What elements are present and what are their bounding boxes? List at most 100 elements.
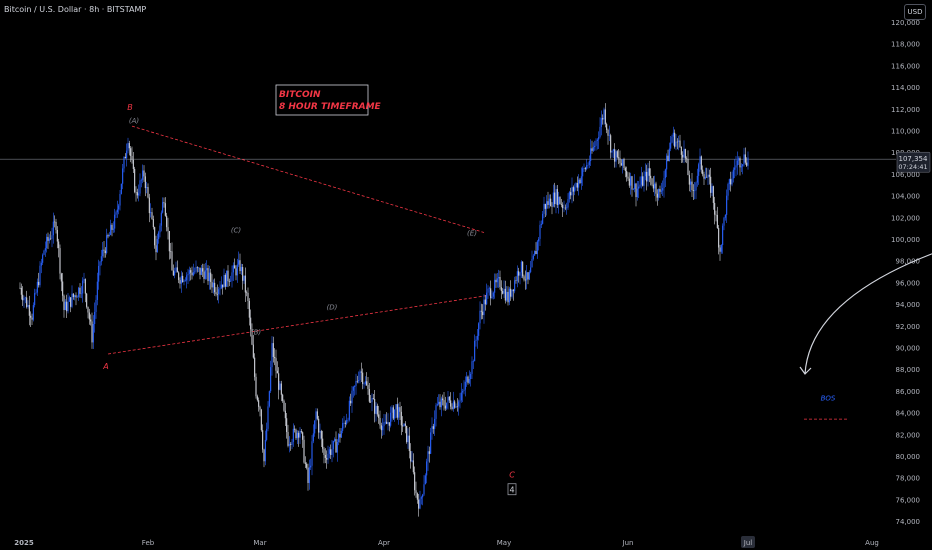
candle-body (587, 164, 589, 166)
candle-body (724, 214, 726, 218)
candle-body (231, 272, 233, 281)
candle-body (256, 396, 258, 401)
candle-body (26, 297, 28, 307)
candle-body (627, 176, 629, 179)
candle-body (51, 235, 53, 239)
candle-body (554, 192, 556, 205)
candle-body (718, 228, 720, 248)
candle-body (575, 183, 577, 188)
candle-body (404, 423, 406, 426)
candle-body (198, 267, 200, 269)
candle-body (172, 270, 174, 276)
candle-body (124, 156, 126, 159)
candle-body (148, 197, 150, 214)
y-tick-label: 92,000 (896, 323, 921, 331)
candle-body (330, 449, 332, 455)
candle-body (398, 407, 400, 418)
candle-body (379, 417, 381, 426)
candle-body (440, 398, 442, 408)
candle-body (395, 404, 397, 410)
candle-body (408, 435, 410, 452)
candle-body (230, 280, 232, 282)
candle-body (348, 400, 350, 420)
candle-body (435, 405, 437, 419)
candle-body (272, 343, 274, 357)
candle-body (154, 227, 156, 246)
candle-body (226, 270, 228, 287)
price-tag-value: 107,354 (899, 155, 928, 163)
candle-body (251, 329, 253, 345)
candle-body (143, 170, 145, 177)
candle-body (155, 245, 157, 253)
candle-body (234, 265, 236, 269)
candle-body (195, 267, 197, 272)
candle-body (36, 281, 38, 293)
candle-body (102, 249, 104, 257)
timeframe-box (275, 84, 369, 116)
candle-body (659, 188, 661, 192)
candle-body (596, 139, 598, 141)
candle-body (23, 298, 25, 301)
candle-body (284, 410, 286, 419)
candle-body (248, 301, 250, 318)
candle-body (232, 265, 234, 273)
candle-body (582, 168, 584, 177)
candle-body (299, 431, 301, 438)
candle-body (687, 159, 689, 175)
candle-body (235, 268, 237, 276)
candle-body (132, 159, 134, 169)
candle-body (270, 367, 272, 392)
candle-body (28, 304, 30, 316)
candle-body (388, 422, 390, 426)
candle-body (246, 292, 248, 294)
candle-body (562, 204, 564, 209)
candle-body (76, 296, 78, 298)
candle-body (48, 238, 50, 241)
y-tick-label: 106,000 (891, 171, 920, 179)
candle-body (428, 451, 430, 454)
candle-body (378, 414, 380, 418)
candle-body (583, 168, 585, 169)
candle-body (568, 192, 570, 200)
candle-body (732, 169, 734, 179)
candle-body (184, 280, 186, 282)
candle-body (523, 276, 525, 280)
candle-body (331, 449, 333, 455)
currency-button[interactable]: USD (904, 4, 926, 20)
candle-body (434, 418, 436, 429)
wave-label: (E) (467, 230, 477, 238)
candle-body (134, 168, 136, 192)
y-tick-label: 116,000 (891, 62, 920, 70)
candle-body (708, 174, 710, 177)
y-tick-label: 110,000 (891, 128, 920, 136)
candle-body (215, 292, 217, 295)
candle-body (746, 162, 748, 166)
candle-body (391, 407, 393, 413)
candle-body (439, 401, 441, 408)
wave-label: A (102, 362, 108, 371)
candle-body (167, 227, 169, 231)
candle-body (158, 232, 160, 240)
candle-body (328, 449, 330, 454)
candle-body (739, 158, 741, 168)
candle-body (527, 272, 529, 280)
candle-body (138, 193, 140, 196)
candle-body (420, 497, 422, 499)
candle-body (475, 339, 477, 341)
candle-body (90, 319, 92, 322)
candle-body (676, 141, 678, 143)
candle-body (292, 428, 294, 442)
candle-body (252, 344, 254, 358)
candle-body (463, 389, 465, 392)
candle-body (199, 267, 201, 275)
candle-body (27, 304, 29, 307)
candle-body (59, 248, 61, 274)
candle-body (190, 270, 192, 273)
candle-body (518, 271, 520, 276)
candle-body (342, 423, 344, 431)
candle-body (70, 297, 72, 307)
candle-body (480, 310, 482, 312)
candle-body (339, 434, 341, 438)
